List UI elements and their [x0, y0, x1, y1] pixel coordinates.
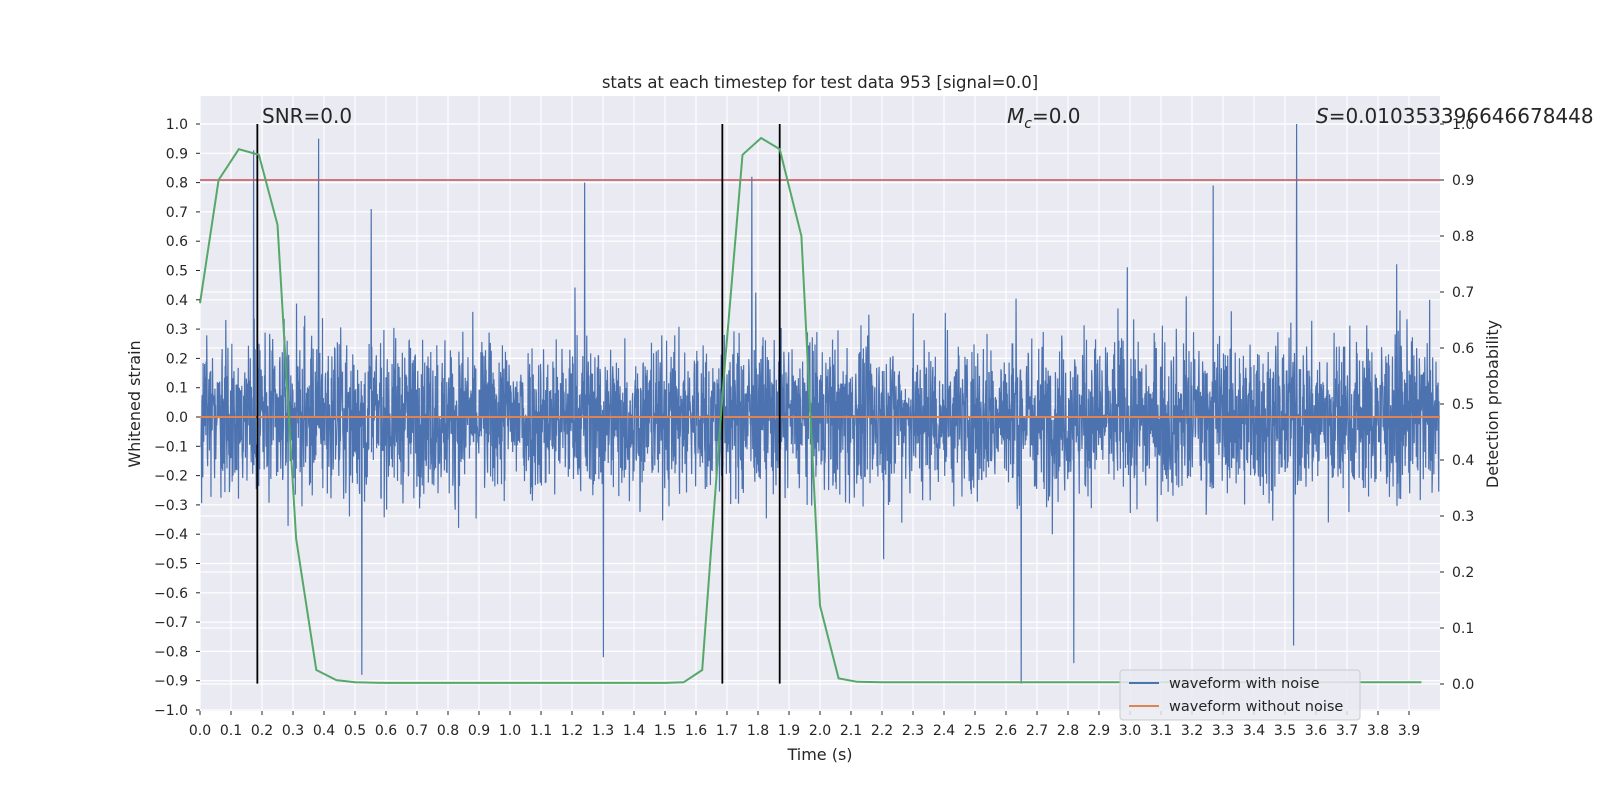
chirp-mass-value: =0.0 — [1032, 104, 1081, 128]
x-tick-label: 1.7 — [716, 723, 738, 739]
y-tick-label: −0.7 — [154, 615, 188, 631]
x-tick-label: 2.0 — [809, 723, 831, 739]
x-tick-label: 1.6 — [685, 723, 707, 739]
y-axis-label: Whitened strain — [125, 340, 144, 467]
y-tick-label: 0.7 — [166, 205, 188, 221]
x-tick-label: 1.2 — [561, 723, 583, 739]
y-tick-label: 0.3 — [166, 322, 188, 338]
y-tick-label: 0.1 — [166, 381, 188, 397]
x-tick-label: 3.4 — [1243, 723, 1265, 739]
x-tick-label: 3.0 — [1119, 723, 1141, 739]
legend-noise-label: waveform with noise — [1169, 676, 1320, 692]
y-axis-ticks: 1.0 0.9 0.8 0.7 0.6 0.5 0.4 0.3 0.2 0.1 0.0 −0.1 −0.… — [154, 117, 200, 719]
x-tick-label: 0.8 — [437, 723, 459, 739]
x-tick-label: 1.8 — [747, 723, 769, 739]
x-tick-label: 0.9 — [468, 723, 490, 739]
x-tick-label: 1.5 — [654, 723, 676, 739]
x-tick-label: 2.3 — [902, 723, 924, 739]
x-tick-label: 3.6 — [1305, 723, 1327, 739]
y2-tick-label: 0.3 — [1452, 509, 1474, 525]
y-tick-label: 0.6 — [166, 234, 188, 250]
y2-tick-label: 0.4 — [1452, 453, 1474, 469]
chirp-mass-symbol: M — [1007, 104, 1024, 128]
y-tick-label: 0.5 — [166, 264, 188, 280]
y-tick-label: −0.6 — [154, 586, 188, 602]
x-tick-label: 0.1 — [220, 723, 242, 739]
x-tick-label: 0.7 — [406, 723, 428, 739]
x-tick-label: 0.4 — [313, 723, 335, 739]
y-tick-label: 0.2 — [166, 351, 188, 367]
y-tick-label: −0.9 — [154, 674, 188, 690]
y2-tick-label: 0.2 — [1452, 565, 1474, 581]
legend: waveform with noise waveform without noi… — [1119, 669, 1361, 721]
x-tick-label: 2.6 — [995, 723, 1017, 739]
y2-tick-label: 0.8 — [1452, 229, 1474, 245]
y-tick-label: −0.8 — [154, 644, 188, 660]
chirp-mass-annotation: Mc=0.0 — [1007, 104, 1081, 132]
noise-trace-path — [200, 123, 1440, 684]
x-tick-label: 2.4 — [933, 723, 955, 739]
y2-tick-label: 1.0 — [1452, 117, 1474, 133]
detection-probability-line — [199, 136, 1422, 684]
x-tick-label: 3.1 — [1150, 723, 1172, 739]
x-tick-label: 2.1 — [840, 723, 862, 739]
y-tick-label: −0.1 — [154, 439, 188, 455]
x-tick-label: 3.7 — [1336, 723, 1358, 739]
x-tick-label: 3.8 — [1367, 723, 1389, 739]
y-tick-label: −0.3 — [154, 498, 188, 514]
x-tick-label: 3.9 — [1398, 723, 1420, 739]
x-tick-label: 3.3 — [1212, 723, 1234, 739]
x-tick-label: 2.8 — [1057, 723, 1079, 739]
y-tick-label: 0.9 — [166, 146, 188, 162]
y2-axis-label: Detection probability — [1483, 320, 1502, 488]
x-tick-label: 2.2 — [871, 723, 893, 739]
x-tick-label: 3.5 — [1274, 723, 1296, 739]
y-tick-label: 1.0 — [166, 117, 188, 133]
x-tick-label: 1.0 — [499, 723, 521, 739]
y-tick-label: 0.4 — [166, 293, 188, 309]
y2-tick-label: 0.7 — [1452, 285, 1474, 301]
snr-annotation: SNR=0.0 — [262, 104, 352, 128]
y2-tick-label: 0.9 — [1452, 173, 1474, 189]
x-tick-label: 1.3 — [592, 723, 614, 739]
y-tick-label: −1.0 — [154, 703, 188, 719]
x-tick-label: 2.7 — [1026, 723, 1048, 739]
y2-axis-ticks: 1.0 0.9 0.8 0.7 0.6 0.5 0.4 0.3 0.2 0.1 0.0 — [1440, 117, 1474, 693]
x-tick-label: 0.5 — [344, 723, 366, 739]
y2-tick-label: 0.0 — [1452, 677, 1474, 693]
legend-box — [1119, 669, 1361, 721]
x-tick-label: 1.9 — [778, 723, 800, 739]
y2-tick-label: 0.6 — [1452, 341, 1474, 357]
s-symbol: S — [1316, 104, 1329, 128]
x-axis-label: Time (s) — [786, 745, 852, 764]
x-tick-label: 0.2 — [251, 723, 273, 739]
legend-clean-label: waveform without noise — [1169, 699, 1343, 715]
y-tick-label: 0.0 — [166, 410, 188, 426]
y2-tick-label: 0.1 — [1452, 621, 1474, 637]
x-tick-label: 2.5 — [964, 723, 986, 739]
x-tick-label: 1.1 — [530, 723, 552, 739]
x-tick-label: 0.6 — [375, 723, 397, 739]
s-annotation: S=0.010353396646678448 — [1316, 104, 1594, 128]
x-tick-label: 2.9 — [1088, 723, 1110, 739]
y-tick-label: −0.2 — [154, 469, 188, 485]
y-tick-label: −0.5 — [154, 557, 188, 573]
x-tick-label: 3.2 — [1181, 723, 1203, 739]
y2-tick-label: 0.5 — [1452, 397, 1474, 413]
x-tick-label: 1.4 — [623, 723, 645, 739]
y-tick-label: −0.4 — [154, 527, 188, 543]
x-axis-ticks: 0.0 0.1 0.2 0.3 0.4 0.5 0.6 0.7 0.8 0.9 1.0 1.1 1.2 1… — [189, 711, 1420, 739]
chirp-mass-subscript: c — [1024, 116, 1032, 132]
s-value: =0.010353396646678448 — [1329, 104, 1594, 128]
chart-title: stats at each timestep for test data 953… — [602, 73, 1038, 92]
waveform-with-noise-series — [200, 123, 1440, 684]
x-tick-label: 0.0 — [189, 723, 211, 739]
y-tick-label: 0.8 — [166, 176, 188, 192]
x-tick-label: 0.3 — [282, 723, 304, 739]
